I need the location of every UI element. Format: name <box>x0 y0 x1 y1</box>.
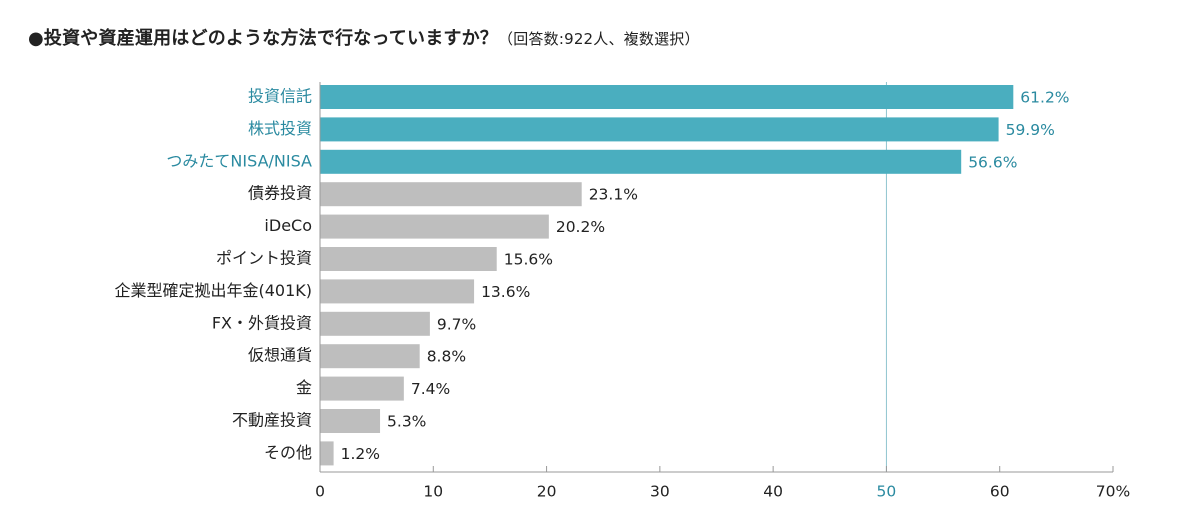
value-label-5: 20.2% <box>556 218 605 236</box>
category-label-8: FX・外貨投資 <box>212 313 312 332</box>
category-label-1: 投資信託 <box>248 87 312 106</box>
chart-title-note: （回答数:922人、複数選択） <box>498 30 700 48</box>
bar-1 <box>320 85 1014 109</box>
category-label-12: その他 <box>264 443 312 462</box>
value-label-8: 9.7% <box>437 315 476 333</box>
value-label-7: 13.6% <box>481 283 530 301</box>
category-label-9: 仮想通貨 <box>248 346 312 365</box>
bar-2 <box>320 117 999 142</box>
x-tick-label-60: 60 <box>990 483 1010 501</box>
chart-title: ●投資や資産運用はどのような方法で行なっていますか？（回答数:922人、複数選択… <box>28 24 700 50</box>
value-label-4: 23.1% <box>589 186 638 204</box>
value-label-2: 59.9% <box>1006 121 1055 139</box>
category-label-6: ポイント投資 <box>216 249 312 268</box>
x-tick-label-20: 20 <box>537 483 557 501</box>
category-label-3: つみたてNISA/NISA <box>166 151 312 170</box>
bar-10 <box>320 376 404 401</box>
value-label-11: 5.3% <box>387 413 426 431</box>
bar-4 <box>320 182 582 207</box>
bar-12 <box>320 441 334 466</box>
value-label-10: 7.4% <box>411 380 450 398</box>
category-label-5: iDeCo <box>264 216 312 235</box>
category-label-7: 企業型確定拠出年金(401K) <box>114 281 312 300</box>
value-label-1: 61.2% <box>1020 89 1069 107</box>
bar-9 <box>320 344 420 369</box>
x-tick-label-70: 70% <box>1096 483 1130 501</box>
x-tick-label-50: 50 <box>877 483 897 501</box>
bar-11 <box>320 409 381 433</box>
bar-3 <box>320 149 962 174</box>
bar-5 <box>320 214 549 239</box>
value-label-12: 1.2% <box>341 445 380 463</box>
value-label-9: 8.8% <box>427 348 466 366</box>
value-label-3: 56.6% <box>968 153 1017 171</box>
category-label-10: 金 <box>296 378 312 397</box>
x-tick-label-0: 0 <box>315 483 325 501</box>
x-tick-label-10: 10 <box>423 483 443 501</box>
bar-8 <box>320 311 430 336</box>
x-tick-label-30: 30 <box>650 483 670 501</box>
category-label-11: 不動産投資 <box>232 411 312 430</box>
value-label-6: 15.6% <box>504 251 553 269</box>
chart-title-main: ●投資や資産運用はどのような方法で行なっていますか？ <box>28 28 499 49</box>
x-tick-label-40: 40 <box>763 483 783 501</box>
category-label-2: 株式投資 <box>248 119 312 138</box>
bar-6 <box>320 247 497 271</box>
category-label-4: 債券投資 <box>248 184 312 203</box>
bar-7 <box>320 279 475 304</box>
